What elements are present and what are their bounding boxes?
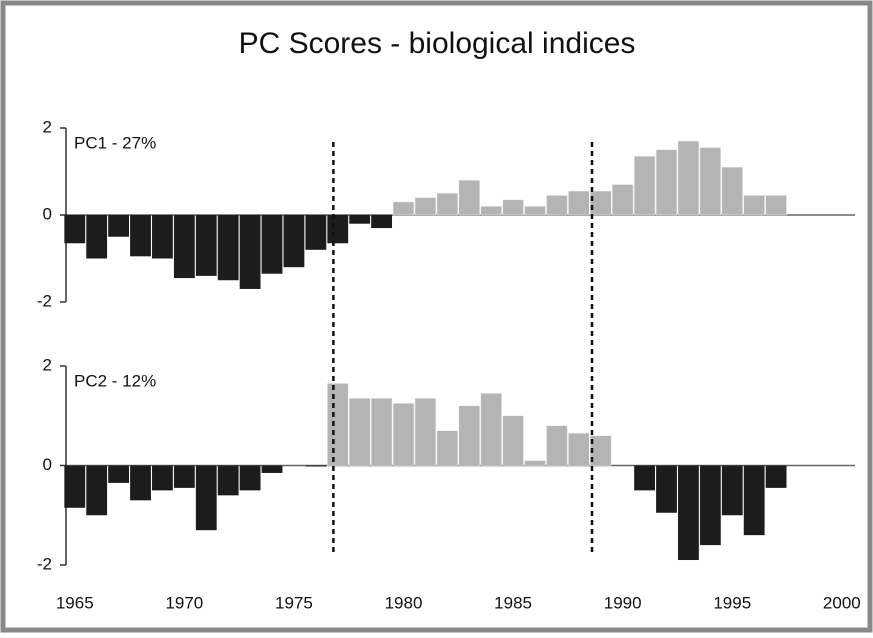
bar [656,465,677,513]
bar [86,215,108,259]
bar [64,465,86,508]
bar [371,215,393,229]
bar [261,465,283,473]
bar [261,215,283,274]
bar [590,435,612,466]
bar [458,405,480,466]
bar [173,215,195,279]
bar [152,465,173,491]
bar [327,215,349,244]
bar [195,215,217,276]
y-tick-label: -2 [37,554,52,573]
bar [765,195,787,216]
x-tick-label: 1965 [56,593,94,612]
bar [305,215,327,250]
bar [524,460,546,466]
bar [568,432,590,466]
bar [217,465,239,496]
x-tick-label: 1990 [604,593,642,612]
bar [633,156,656,216]
bar [677,140,700,216]
bar [612,184,634,216]
bar [108,465,130,483]
bar [634,465,656,491]
chart-title: PC Scores - biological indices [239,27,636,60]
y-tick-label: 2 [43,355,52,374]
bar [458,179,480,216]
bar [414,197,437,216]
bar [217,215,239,281]
x-tick-label: 1980 [385,593,423,612]
bar [524,206,546,216]
x-tick-label: 2000 [823,593,861,612]
bar [414,398,437,466]
bar [546,195,568,216]
bar [283,215,305,268]
bar [86,465,108,516]
bar [743,465,765,536]
bar [327,383,349,466]
bar [590,190,612,216]
bar [130,465,151,501]
bar [130,215,151,257]
bar [546,425,568,466]
bar [392,201,415,216]
bar [305,465,327,467]
y-tick-label: 2 [43,117,52,136]
bar [64,215,86,244]
bar [108,215,130,237]
bar [721,166,743,216]
bar [678,465,699,561]
bar [152,215,173,259]
y-tick-label: 0 [43,204,52,223]
x-tick-label: 1970 [165,593,203,612]
bar [392,403,415,466]
x-tick-label: 1995 [713,593,751,612]
bar [436,430,459,466]
x-tick-label: 1985 [494,593,532,612]
bar [502,199,524,216]
bar [239,215,261,289]
y-tick-label: -2 [37,291,52,310]
y-tick-label: 0 [43,455,52,474]
panel-label: PC1 - 27% [74,133,156,152]
bar [173,465,195,488]
bar [436,193,459,216]
bar [349,215,371,224]
bar [480,206,502,216]
bar [502,415,524,466]
bar [655,149,678,216]
bar [370,398,393,466]
bar [568,190,590,216]
x-tick-label: 1975 [275,593,313,612]
bar [743,195,765,216]
bar [239,465,261,491]
bar [349,398,371,466]
bar [699,147,722,216]
bar [765,465,787,488]
panel-label: PC2 - 12% [74,371,156,390]
bar [721,465,743,516]
bar [195,465,217,531]
bar [480,393,502,466]
bar [699,465,721,546]
